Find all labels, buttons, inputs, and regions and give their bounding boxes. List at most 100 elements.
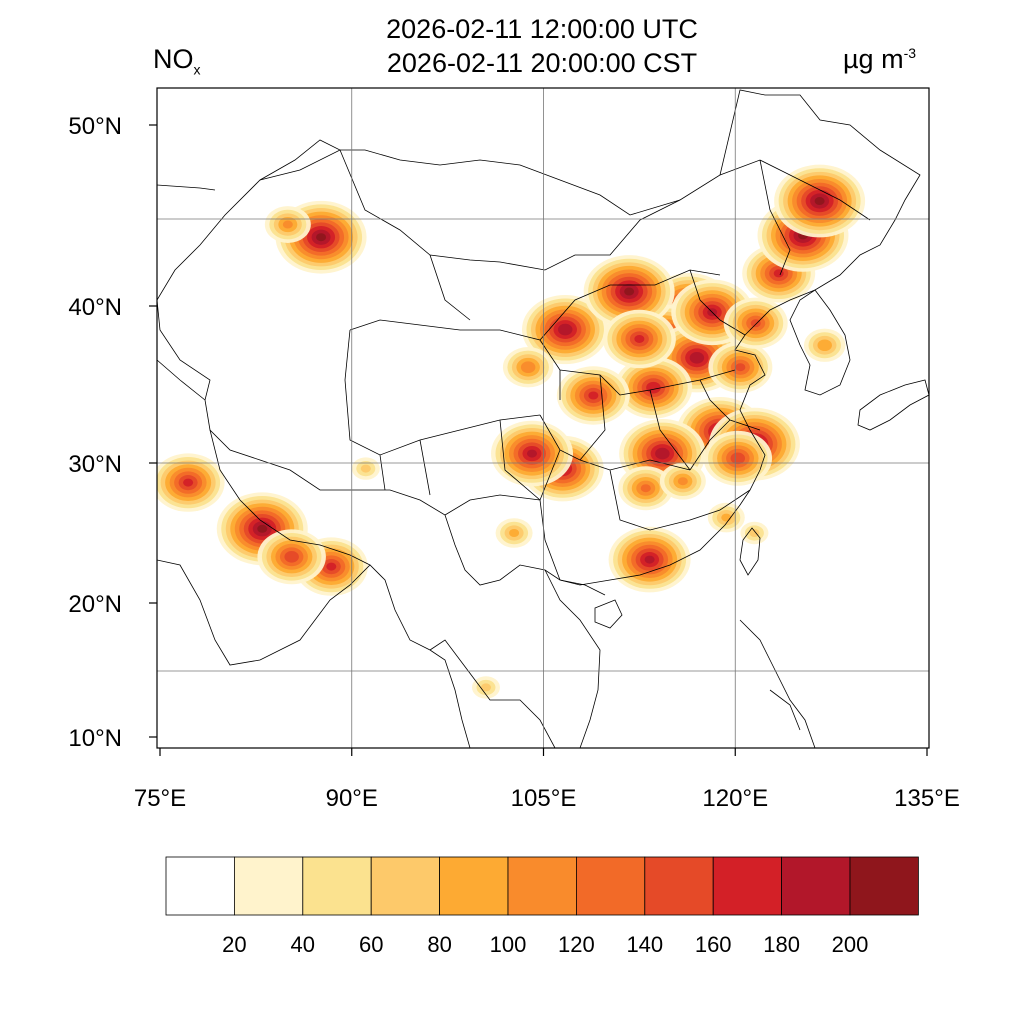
hotspot-contour <box>257 524 268 533</box>
map-axes: 50°N 40°N 30°N 20°N 10°N 75°E 90°E 105°E 120°E 13… <box>68 113 959 812</box>
species-subscript: x <box>193 61 201 78</box>
hotspot <box>803 328 846 362</box>
hotspot <box>583 255 675 328</box>
colorbar-swatch <box>233 856 304 916</box>
hotspot-contour <box>773 269 784 278</box>
colorbar-swatch <box>576 856 646 916</box>
hotspot-contour <box>655 447 670 460</box>
hotspot <box>774 164 866 238</box>
hotspot-contour <box>814 197 825 206</box>
hotspot-contour <box>360 464 371 473</box>
hotspot-contour <box>721 513 732 522</box>
hotspot <box>502 347 554 388</box>
hotspot <box>723 297 788 349</box>
colorbar-label: 100 <box>490 932 527 957</box>
units-superscript: -3 <box>903 45 917 61</box>
taiwan-coast <box>739 527 761 576</box>
colorbar-swatch <box>439 856 509 916</box>
hotspot-contour <box>520 361 536 374</box>
hotspot <box>157 453 225 512</box>
hotspot <box>618 466 674 511</box>
lon-label: 90°E <box>326 785 378 812</box>
hotspot-contour <box>326 562 337 571</box>
lon-label: 135°E <box>894 785 960 812</box>
colorbar-label: 40 <box>291 932 315 957</box>
lat-label: 40°N <box>68 294 122 321</box>
hotspot-contour <box>316 233 327 242</box>
hotspot-contour <box>677 477 688 486</box>
hotspot-contour <box>817 339 832 352</box>
colorbar-label: 180 <box>763 932 800 957</box>
hotspot-contour <box>640 484 651 493</box>
hotspot <box>556 366 630 425</box>
korea-coast <box>789 289 851 396</box>
graticule <box>157 88 929 748</box>
units-main: µg m <box>843 44 904 74</box>
hotspot <box>471 676 500 699</box>
hotspot-contour <box>282 220 293 229</box>
colorbar-swatch <box>849 856 919 916</box>
hotspot-contour <box>624 287 635 296</box>
hotspot-contour <box>735 363 746 372</box>
hotspot-contour <box>284 551 299 563</box>
hotspot <box>495 518 533 548</box>
title-utc: 2026-02-11 12:00:00 UTC <box>386 14 698 44</box>
province-lines <box>344 159 871 581</box>
lat-label: 30°N <box>68 451 122 478</box>
lat-label: 50°N <box>68 113 122 140</box>
hotspot <box>703 430 773 486</box>
hotspot-contour <box>644 555 655 564</box>
hotspot <box>708 341 773 393</box>
colorbar-label: 60 <box>359 932 383 957</box>
species-label: NOx <box>153 44 201 77</box>
south-asia-coast <box>157 559 606 748</box>
hotspot-contour <box>730 452 746 465</box>
colorbar-label: 80 <box>427 932 451 957</box>
hotspot-contour <box>588 391 599 400</box>
japan-coast <box>857 379 929 431</box>
colorbar-swatch <box>507 856 577 916</box>
hotspot-contour <box>749 529 760 537</box>
lon-label: 105°E <box>511 785 577 812</box>
colorbar-swatch <box>712 856 783 916</box>
hotspot <box>659 462 706 500</box>
lat-label: 10°N <box>68 725 122 752</box>
colorbar-swatch <box>302 856 372 916</box>
hotspot <box>351 457 380 480</box>
colorbar: 20 40 60 80 100 120 140 160 180 200 <box>165 856 919 957</box>
west-border <box>157 184 371 566</box>
colorbar-label: 120 <box>558 932 595 957</box>
hotspot-contour <box>509 529 520 537</box>
units-label: µg m-3 <box>843 44 916 75</box>
hotspot-contour <box>634 334 645 343</box>
hotspot-contour <box>689 352 705 364</box>
mongolia-border <box>259 149 681 216</box>
hotspot-contour <box>646 381 661 394</box>
hotspot-contour <box>183 478 194 487</box>
title-cst: 2026-02-11 20:00:00 CST <box>386 48 698 78</box>
hotspot <box>740 521 769 545</box>
colorbar-label: 160 <box>695 932 732 957</box>
colorbar-swatch <box>781 856 851 916</box>
concentration-layer <box>157 164 866 699</box>
colorbar-label: 200 <box>832 932 869 957</box>
hotspot-contour <box>557 323 573 336</box>
hotspot <box>264 206 311 243</box>
hotspot <box>602 309 676 369</box>
colorbar-swatch <box>370 856 441 916</box>
lon-label: 120°E <box>702 785 768 812</box>
lat-label: 20°N <box>68 591 122 618</box>
colorbar-swatch <box>165 856 235 916</box>
hotspot-contour <box>480 683 491 692</box>
hotspot <box>257 529 326 585</box>
colorbar-label: 20 <box>222 932 246 957</box>
species-main: NO <box>153 44 194 74</box>
philippines-coast <box>739 619 816 748</box>
colorbar-label: 140 <box>626 932 663 957</box>
lon-label: 75°E <box>134 785 186 812</box>
hotspot-contour <box>526 449 537 458</box>
hotspot <box>608 526 691 593</box>
hotspot <box>707 502 745 533</box>
colorbar-swatch <box>644 856 714 916</box>
